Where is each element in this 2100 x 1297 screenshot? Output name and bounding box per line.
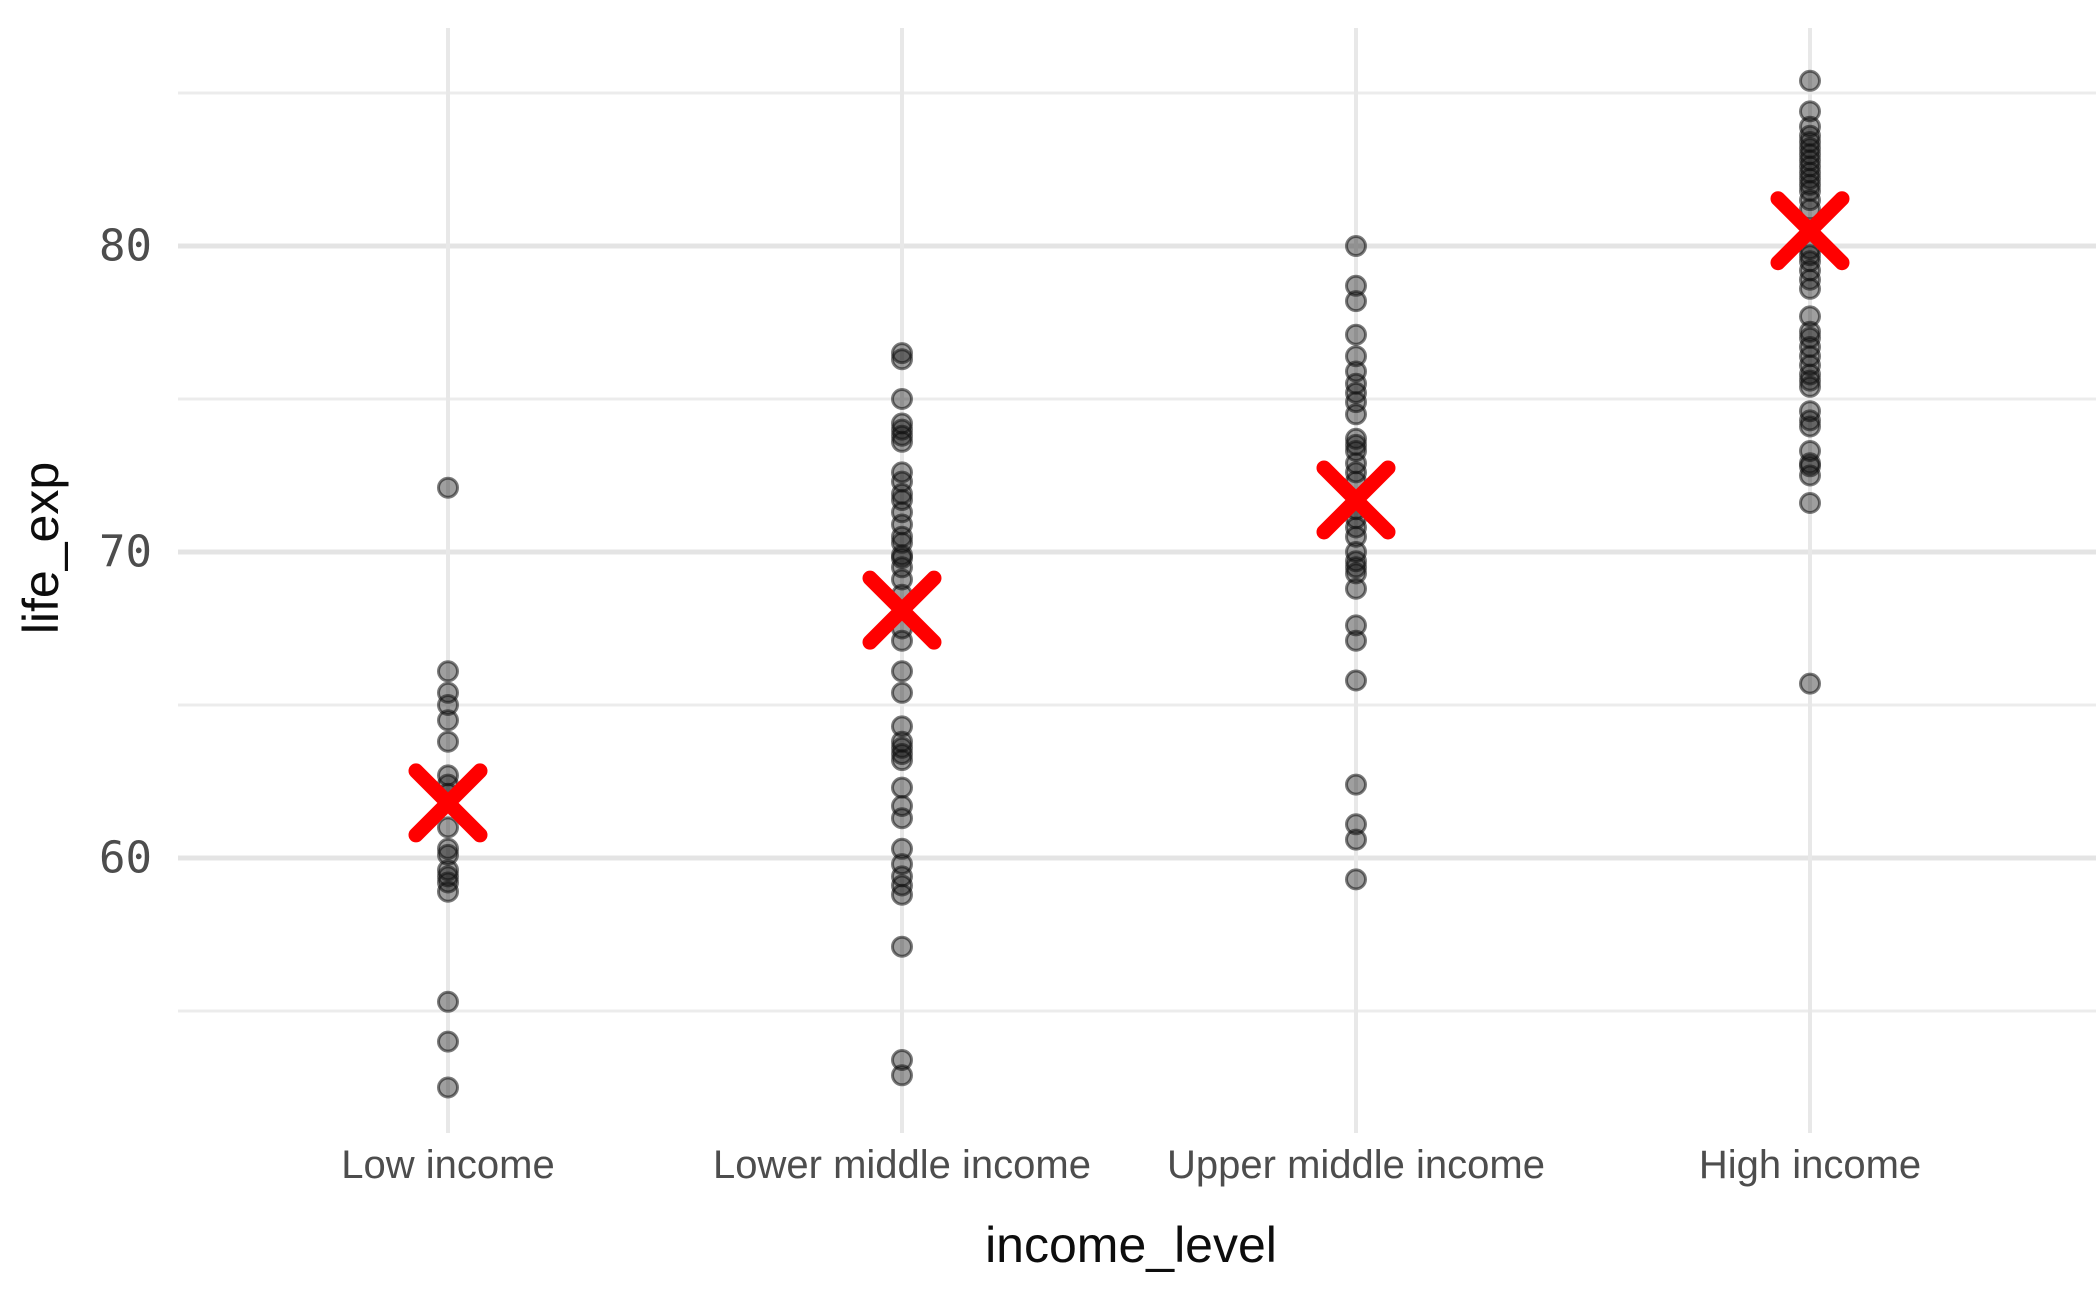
data-point	[891, 388, 913, 410]
data-point	[891, 776, 913, 799]
data-point	[891, 1064, 913, 1087]
data-point	[891, 807, 913, 830]
data-point	[891, 348, 913, 371]
data-point	[1345, 629, 1367, 652]
data-point	[1799, 277, 1821, 300]
data-point	[1799, 173, 1821, 196]
data-point	[1345, 828, 1367, 851]
data-point	[1799, 375, 1821, 398]
mean-x-marker	[408, 763, 488, 843]
data-point	[437, 816, 459, 839]
data-point	[891, 743, 913, 765]
data-point	[1345, 577, 1367, 600]
data-point	[1799, 409, 1821, 432]
y-tick-label-70: 70	[99, 527, 152, 578]
data-point	[437, 865, 459, 888]
x-tick-label-high-income: High income	[1699, 1143, 1921, 1187]
data-point	[1799, 305, 1821, 328]
data-point	[891, 837, 913, 860]
data-point	[1799, 320, 1821, 343]
y-axis-title: life_exp	[13, 462, 69, 634]
mean-markers	[408, 191, 1850, 843]
data-point	[1799, 198, 1821, 221]
data-point	[891, 681, 913, 704]
data-point	[1345, 323, 1367, 346]
data-point	[891, 342, 913, 365]
data-point	[437, 476, 459, 499]
data-point	[1345, 290, 1367, 313]
data-point	[1345, 562, 1367, 585]
data-point	[437, 1076, 459, 1099]
data-point	[1799, 100, 1821, 123]
data-point	[437, 990, 459, 1013]
mean-x-marker	[1770, 191, 1850, 271]
data-point	[891, 935, 913, 958]
data-point	[437, 709, 459, 732]
data-point	[1799, 369, 1821, 392]
data-point	[1345, 868, 1367, 891]
data-point	[437, 660, 459, 683]
data-point	[891, 715, 913, 738]
y-tick-label-60: 60	[99, 833, 152, 884]
data-point	[1799, 244, 1821, 267]
data-point	[1799, 464, 1821, 487]
data-point	[891, 749, 913, 772]
data-point	[891, 1049, 913, 1071]
mean-x-marker	[862, 570, 942, 650]
data-point	[437, 694, 459, 716]
data-point	[1345, 525, 1367, 548]
data-point	[891, 660, 913, 683]
data-point	[437, 730, 459, 753]
data-point	[1345, 669, 1367, 692]
data-points	[437, 69, 1821, 1099]
x-tick-label-low-income: Low income	[341, 1143, 554, 1187]
x-tick-label-upper-middle-income: Upper middle income	[1167, 1143, 1545, 1187]
data-point	[891, 629, 913, 652]
data-point	[437, 843, 459, 866]
data-point	[1345, 345, 1367, 368]
data-point	[1345, 773, 1367, 796]
data-point	[891, 430, 913, 453]
data-point	[1799, 69, 1821, 92]
data-point	[891, 568, 913, 591]
data-point	[1799, 672, 1821, 695]
data-point	[1345, 235, 1367, 257]
data-point	[1345, 274, 1367, 297]
y-tick-label-80: 80	[99, 221, 152, 272]
data-point	[1345, 403, 1367, 426]
data-point	[437, 1030, 459, 1053]
data-point	[1345, 813, 1367, 836]
data-point	[437, 880, 459, 903]
data-point	[1799, 492, 1821, 514]
gridlines	[178, 28, 2096, 1133]
data-point	[891, 424, 913, 447]
mean-x-marker	[1316, 460, 1396, 540]
data-point	[437, 837, 459, 860]
x-axis-title: income_level	[985, 1217, 1277, 1273]
data-point	[1799, 415, 1821, 438]
data-point	[1345, 614, 1367, 637]
data-point	[1345, 556, 1367, 579]
data-point	[891, 883, 913, 906]
x-tick-label-lower-middle-income: Lower middle income	[713, 1143, 1091, 1187]
